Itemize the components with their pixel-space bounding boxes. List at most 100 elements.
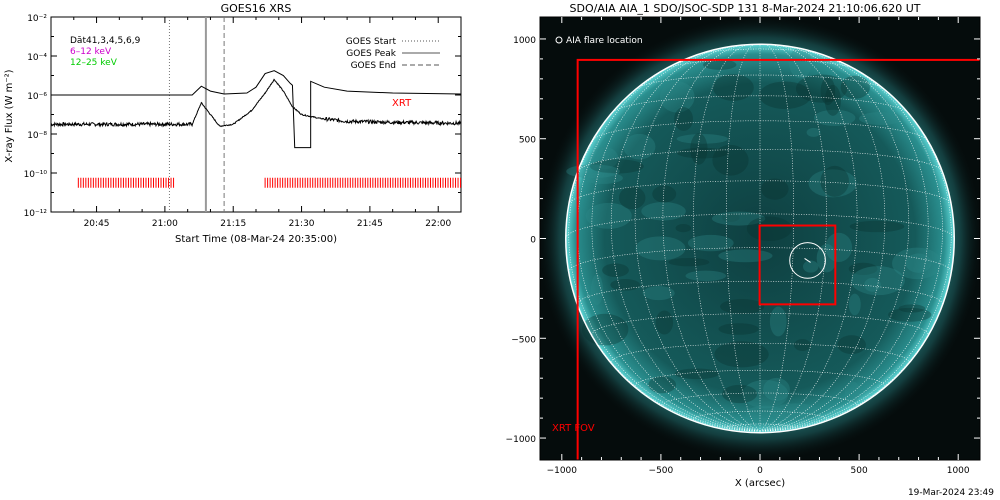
solar-texture-patch bbox=[703, 59, 737, 70]
solar-texture-patch bbox=[892, 247, 943, 280]
longitude-line bbox=[568, 83, 761, 432]
solar-texture-patch bbox=[676, 134, 728, 144]
longitude-line bbox=[759, 44, 858, 432]
aia-xlabel: X (arcsec) bbox=[735, 478, 785, 489]
footer-timestamp: 19-Mar-2024 23:49 bbox=[907, 488, 994, 498]
solar-texture-patch bbox=[721, 213, 740, 222]
solar-texture-patch bbox=[635, 236, 686, 261]
latitude-line bbox=[577, 149, 943, 172]
solar-texture-patch bbox=[714, 341, 769, 368]
solar-texture-patch bbox=[851, 266, 905, 296]
solar-texture-patch bbox=[905, 253, 932, 273]
longitude-line bbox=[610, 46, 761, 432]
solar-texture-patch bbox=[858, 111, 903, 126]
solar-texture-patch bbox=[582, 172, 623, 184]
longitude-line bbox=[759, 83, 952, 432]
solar-texture-patch bbox=[674, 107, 694, 131]
solar-texture-patch bbox=[825, 232, 853, 263]
solar-texture-patch bbox=[718, 323, 759, 335]
solar-texture-patch bbox=[610, 278, 641, 291]
goes-lightcurve-panel: GOES16 XRS 10⁻² 10⁻⁴ 10⁻⁶ 10⁻⁸ 10⁻¹⁰ 10⁻¹² 20… bbox=[4, 2, 462, 245]
solar-texture-patch bbox=[806, 127, 821, 137]
solar-texture-patch bbox=[642, 286, 675, 301]
solar-texture-patch bbox=[623, 133, 656, 160]
solar-texture-patch bbox=[898, 304, 926, 313]
goes-xtick-label: 20:45 bbox=[84, 219, 110, 229]
goes-ytick-label: 10⁻⁴ bbox=[27, 53, 47, 63]
solar-texture-patch bbox=[844, 381, 860, 403]
longitude-line bbox=[726, 44, 761, 432]
goes-xtick-label: 21:00 bbox=[152, 219, 178, 229]
aia-ytick-label: −1000 bbox=[506, 435, 537, 445]
goes-ytick-label: 10⁻¹⁰ bbox=[24, 170, 48, 180]
xrt-fov-label: XRT FOV bbox=[552, 423, 595, 434]
latitude-line bbox=[726, 423, 794, 429]
solar-texture-patch bbox=[590, 146, 619, 170]
xrt-coverage-bars bbox=[77, 177, 461, 188]
goes-legend-event: GOES Peak bbox=[346, 49, 396, 59]
goes-title: GOES16 XRS bbox=[221, 2, 292, 15]
goes-plot-frame bbox=[50, 16, 462, 213]
goes-xtick-label: 21:15 bbox=[220, 219, 246, 229]
solar-texture-patch bbox=[813, 109, 856, 127]
goes-series-short bbox=[51, 78, 461, 128]
solar-texture-patch bbox=[820, 165, 849, 197]
goes-event-markers bbox=[168, 17, 225, 212]
solar-texture-patch bbox=[687, 234, 734, 252]
goes-legend-events: GOES Start GOES Peak GOES End bbox=[346, 37, 440, 71]
aia-ytick-label: 500 bbox=[519, 136, 536, 146]
solar-texture-patch bbox=[690, 133, 708, 165]
solar-texture-patch bbox=[720, 299, 765, 315]
goes-ytick-label: 10⁻⁶ bbox=[27, 92, 47, 102]
longitude-line bbox=[662, 44, 761, 432]
goes-ylabel: X-ray Flux (W m⁻²) bbox=[4, 69, 15, 162]
flare-kernel bbox=[804, 258, 811, 263]
aia-xtick-label: −500 bbox=[649, 466, 674, 476]
solar-texture-patch bbox=[685, 270, 727, 282]
aia-flare-circle bbox=[789, 242, 826, 279]
solar-texture-patch bbox=[566, 164, 620, 179]
solar-texture-patch bbox=[759, 81, 812, 110]
solar-texture-patch bbox=[848, 293, 861, 316]
latitude-line bbox=[591, 313, 929, 335]
solar-texture-patch bbox=[840, 75, 870, 99]
solar-texture-patch bbox=[789, 47, 812, 79]
solar-texture-patch bbox=[795, 74, 848, 103]
goes-legend-event: GOES Start bbox=[346, 37, 397, 47]
xrt-label: XRT bbox=[392, 98, 412, 109]
goes-xtick-label: 21:30 bbox=[289, 219, 315, 229]
solar-texture-patch bbox=[746, 216, 792, 242]
longitude-line bbox=[759, 56, 943, 432]
longitude-line bbox=[577, 56, 761, 432]
solar-texture-patch bbox=[659, 81, 695, 113]
goes-legend-channel: 6–12 keV bbox=[70, 47, 112, 57]
goes-series-group bbox=[51, 70, 461, 149]
aia-ytick-label: 0 bbox=[530, 236, 536, 246]
solar-texture-patch bbox=[837, 335, 866, 355]
goes-ytick-label: 10⁻² bbox=[27, 14, 47, 24]
solar-texture-patch bbox=[824, 84, 841, 116]
aia-title: SDO/AIA AIA_1 SDO/JSOC-SDP 131 8-Mar-202… bbox=[570, 2, 921, 15]
goes-xtick-label: 22:00 bbox=[425, 219, 451, 229]
aia-image-panel: SDO/AIA AIA_1 SDO/JSOC-SDP 131 8-Mar-202… bbox=[506, 2, 981, 489]
solar-texture-patch bbox=[590, 274, 603, 306]
solar-texture-patch bbox=[742, 379, 789, 409]
solar-texture-patch bbox=[648, 376, 677, 394]
solar-texture-patch bbox=[745, 405, 786, 422]
solar-texture-patch bbox=[722, 384, 758, 404]
goes-x-axis: 20:45 21:00 21:15 21:30 21:45 22:00 bbox=[73, 17, 462, 229]
solar-limb bbox=[565, 43, 955, 434]
solar-texture-patch bbox=[655, 310, 674, 335]
solar-texture-patch bbox=[674, 368, 719, 380]
goes-xlabel: Start Time (08-Mar-24 20:35:00) bbox=[175, 234, 337, 245]
solar-texture-patch bbox=[848, 262, 878, 275]
solar-texture-patch bbox=[618, 186, 646, 210]
solar-texture-patch bbox=[712, 144, 749, 176]
solar-texture-patch bbox=[641, 201, 686, 221]
solar-texture-patch bbox=[763, 377, 790, 402]
flare-legend-icon bbox=[555, 36, 563, 44]
solar-texture-patch bbox=[585, 202, 632, 229]
goes-legend-event: GOES End bbox=[351, 61, 396, 71]
goes-xtick-label: 21:45 bbox=[357, 219, 383, 229]
